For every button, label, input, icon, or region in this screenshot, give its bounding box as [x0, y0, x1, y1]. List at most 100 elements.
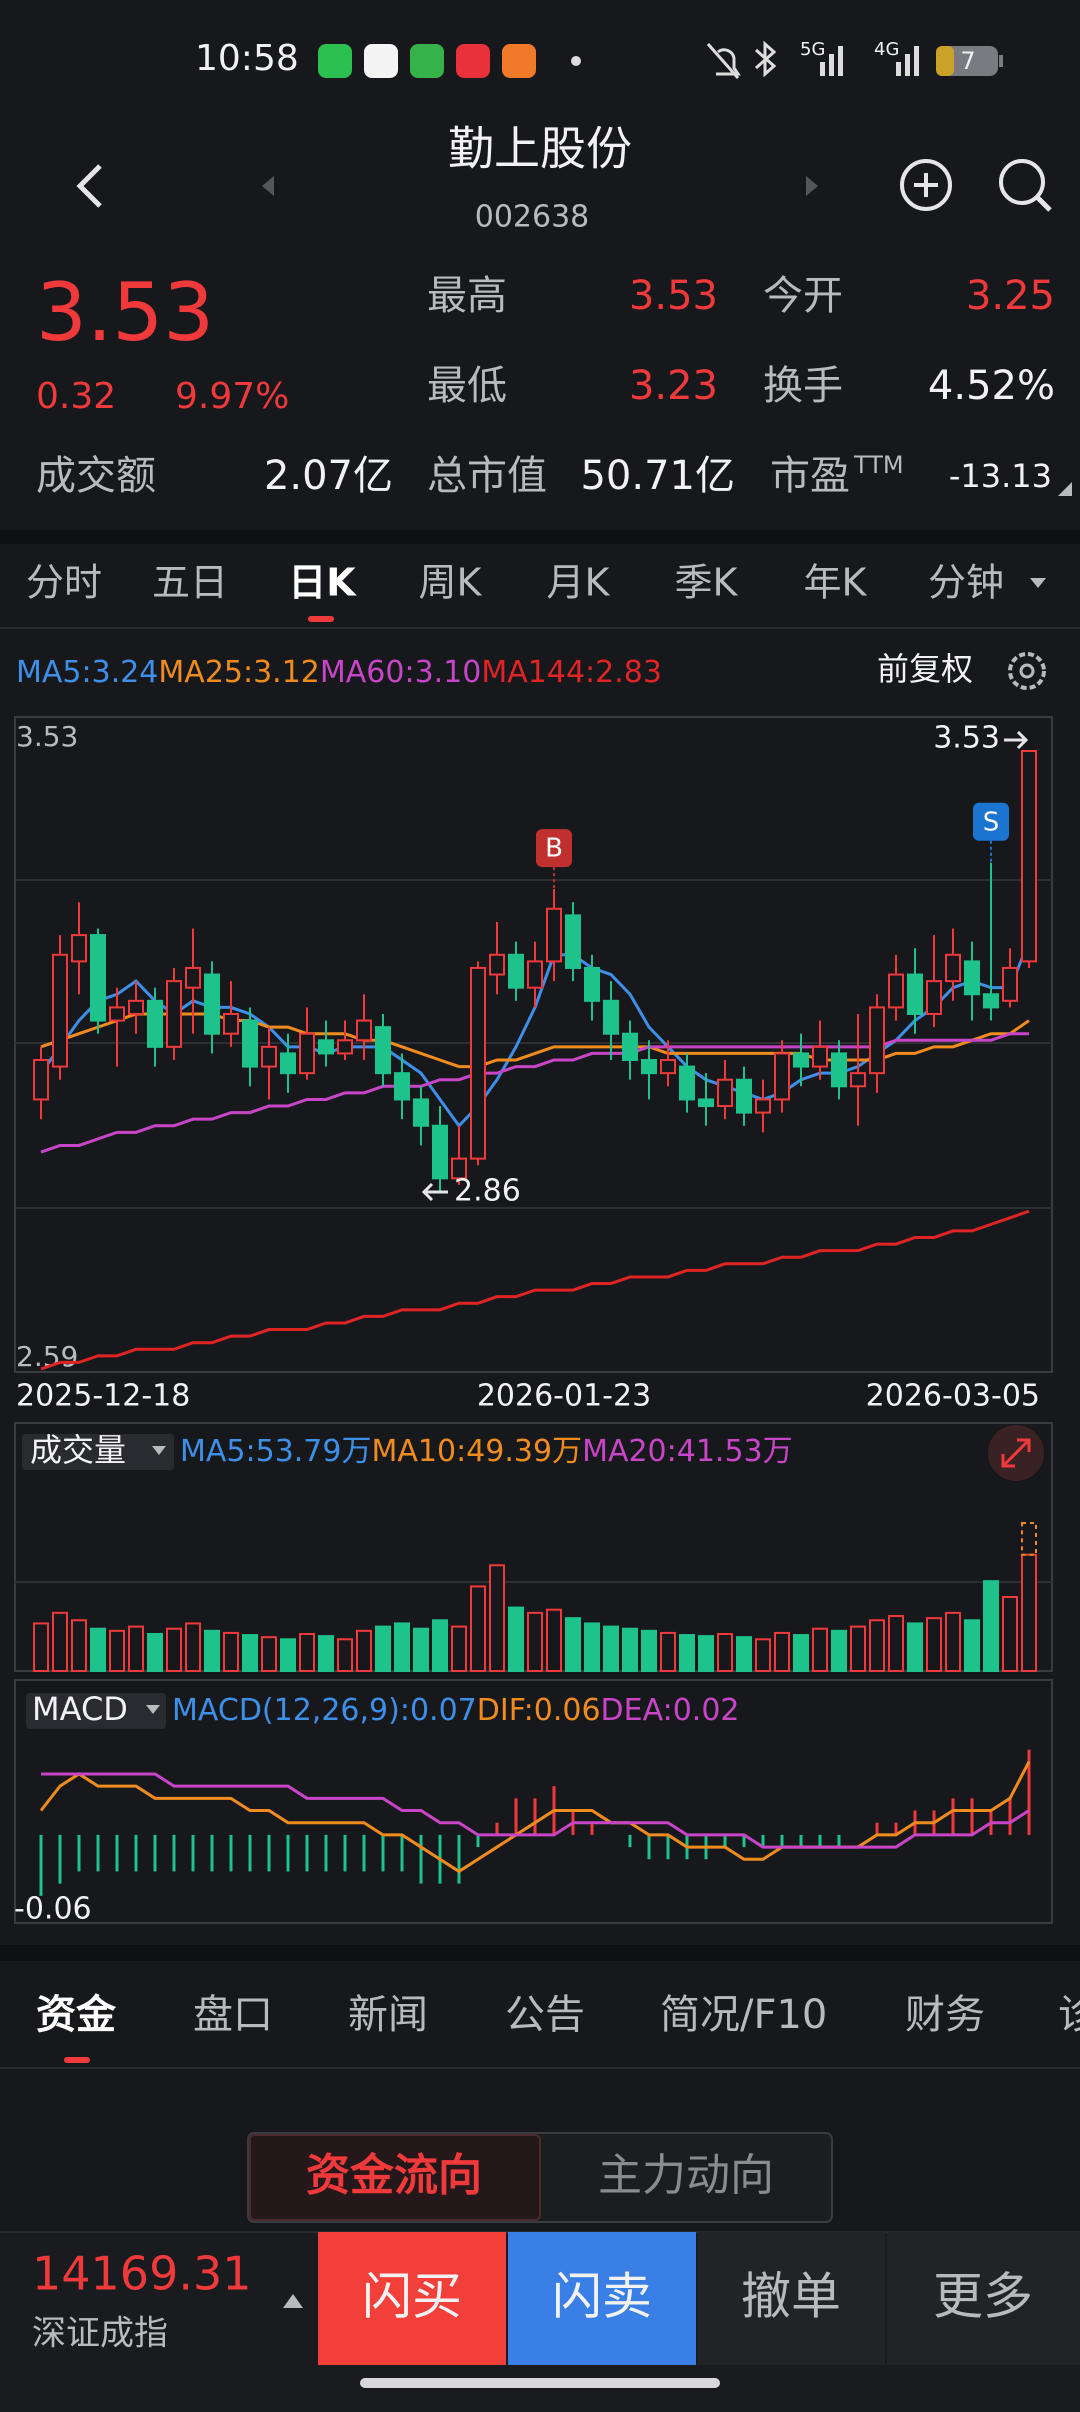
volume-bar: [641, 1629, 657, 1673]
button-bg[interactable]: [887, 2232, 1080, 2365]
period-tab[interactable]: 月K: [547, 561, 611, 605]
volume-bar: [945, 1611, 961, 1673]
flash-sell-button[interactable]: 闪卖: [552, 2268, 652, 2326]
candle-body: [926, 980, 942, 1015]
sub-tab[interactable]: 主力动向: [598, 2150, 774, 2201]
candle-body: [394, 1072, 410, 1101]
volume-bar: [109, 1629, 125, 1673]
volume-bar: [717, 1633, 733, 1672]
next-stock[interactable]: [806, 176, 818, 196]
limit-outline: [1021, 1522, 1037, 1556]
change: 0.32: [36, 376, 116, 417]
stat-label: 今开: [763, 273, 843, 319]
volume-bar: [850, 1625, 866, 1672]
volume-selector[interactable]: [22, 1434, 174, 1470]
back-button[interactable]: [76, 164, 102, 208]
dropdown-arrow: [152, 1446, 166, 1455]
prev-stock[interactable]: [262, 176, 274, 196]
button-bg[interactable]: [318, 2232, 506, 2365]
period-tab[interactable]: 年K: [804, 561, 868, 605]
stat-value: 2.07亿: [264, 453, 393, 499]
adjust-mode[interactable]: 前复权: [877, 650, 973, 688]
candle-body: [318, 1039, 334, 1055]
volume-bar: [1002, 1596, 1018, 1672]
info-tab[interactable]: 公告: [505, 1992, 585, 2038]
volume-bar: [622, 1627, 638, 1672]
info-tab[interactable]: 财务: [905, 1992, 985, 2038]
period-tab[interactable]: 分钟: [928, 561, 1004, 605]
macd-selector[interactable]: [26, 1693, 166, 1729]
period-tab[interactable]: 周K: [419, 561, 483, 605]
volume-bar: [755, 1638, 771, 1673]
candle-body: [451, 1157, 467, 1180]
period-tab[interactable]: 日K: [288, 561, 357, 605]
add-button[interactable]: [900, 159, 952, 211]
candle-body: [413, 1098, 429, 1127]
volume-bar: [736, 1636, 752, 1672]
expand-arrow[interactable]: [283, 2294, 303, 2308]
volume-title: 成交量: [30, 1431, 126, 1469]
candle-body: [52, 953, 68, 1068]
volume-bar: [375, 1625, 391, 1672]
candle-body: [983, 993, 999, 1009]
macd-min-label: -0.06: [14, 1892, 92, 1927]
period-tab[interactable]: 分时: [26, 561, 102, 605]
candle-body: [1002, 966, 1018, 1002]
candle-body: [546, 907, 562, 963]
volume-bar: [432, 1619, 448, 1673]
settings-button[interactable]: [1008, 652, 1046, 690]
network-5g: 5G: [800, 39, 825, 60]
volume-bar: [888, 1615, 904, 1672]
volume-bar: [33, 1622, 49, 1673]
button-bg[interactable]: [698, 2232, 885, 2365]
info-tab[interactable]: 诊: [1058, 1992, 1080, 2038]
trade-marker-label: B: [545, 834, 563, 864]
candle-body: [1021, 750, 1037, 963]
volume-bar: [489, 1564, 505, 1673]
period-tab[interactable]: 五日: [152, 561, 228, 605]
info-tab[interactable]: 资金: [36, 1992, 117, 2038]
candle-body: [641, 1059, 657, 1075]
candle-body: [888, 973, 904, 1009]
index-value[interactable]: 14169.31: [32, 2247, 252, 2301]
candle-body: [489, 953, 505, 976]
sub-tab[interactable]: 资金流向: [306, 2150, 482, 2201]
volume-bar: [527, 1611, 543, 1673]
button-bg[interactable]: [508, 2232, 696, 2365]
flash-buy-button[interactable]: 闪买: [362, 2268, 462, 2326]
candle-body: [356, 1019, 372, 1042]
volume-bar: [660, 1631, 676, 1673]
tab-indicator: [308, 616, 334, 622]
candle-body: [299, 1032, 315, 1075]
volume-bar: [356, 1629, 372, 1673]
home-indicator: [360, 2378, 720, 2388]
trade-marker: [536, 829, 572, 868]
info-tab[interactable]: 简况/F10: [660, 1992, 827, 2038]
volume-bar: [223, 1631, 239, 1673]
sub-tab-active[interactable]: [249, 2134, 541, 2221]
candle-body: [793, 1052, 809, 1068]
tab-indicator: [64, 2057, 90, 2063]
more-button[interactable]: 更多: [933, 2268, 1033, 2326]
high-annotation: 3.53: [933, 721, 1000, 756]
stat-value: 4.52%: [928, 363, 1055, 409]
candle-body: [736, 1078, 752, 1114]
status-icons: [706, 40, 1003, 79]
candle-body: [71, 934, 87, 963]
index-name[interactable]: 深证成指: [32, 2314, 168, 2354]
date-label: 2025-12-18: [16, 1379, 190, 1414]
search-button[interactable]: [999, 159, 1052, 212]
legend-entry: MA20:41.53万: [582, 1434, 793, 1469]
info-tab[interactable]: 新闻: [348, 1992, 428, 2038]
info-tab[interactable]: 盘口: [193, 1992, 273, 2038]
expand-button[interactable]: [988, 1425, 1044, 1481]
volume-bar: [318, 1635, 334, 1672]
cancel-button[interactable]: 撤单: [741, 2268, 841, 2326]
pe-indicator: [1058, 482, 1072, 496]
candle-body: [850, 1072, 866, 1088]
candle-body: [470, 966, 486, 1160]
stat-label: 最低: [427, 363, 507, 409]
trade-marker-label: S: [983, 807, 1000, 837]
macd-title: MACD: [32, 1690, 128, 1728]
period-tab[interactable]: 季K: [675, 561, 739, 605]
